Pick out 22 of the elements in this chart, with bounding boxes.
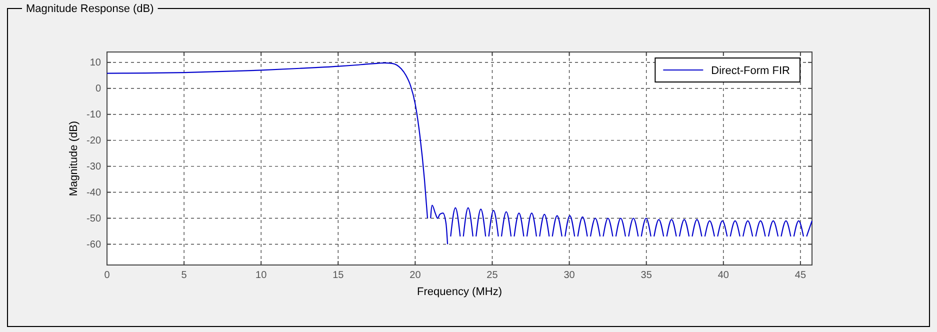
y-axis-title: Magnitude (dB) [68, 120, 80, 196]
x-tick-label: 40 [718, 270, 730, 282]
x-tick-label: 20 [410, 270, 422, 282]
y-tick-label: -50 [86, 213, 102, 224]
x-tick-label: 35 [640, 270, 652, 282]
y-tick-label: -30 [86, 161, 102, 172]
x-tick-label: 0 [104, 270, 110, 282]
x-tick-label: 15 [332, 270, 344, 282]
x-tick-label: 25 [486, 270, 498, 282]
legend-label: Direct-Form FIR [711, 65, 790, 77]
y-tick-label: -40 [86, 187, 102, 198]
x-tick-label: 45 [794, 270, 806, 282]
x-tick-label: 5 [181, 270, 188, 282]
y-tick-label: 10 [90, 58, 102, 69]
y-tick-label: -60 [86, 239, 102, 250]
y-tick-label: 0 [95, 84, 102, 95]
x-tick-label: 10 [256, 270, 268, 282]
y-tick-label: -20 [86, 136, 102, 147]
chart-title: Magnitude Response (dB) [26, 3, 154, 15]
x-axis-title: Frequency (MHz) [417, 286, 502, 298]
x-tick-label: 30 [564, 270, 576, 282]
y-tick-label: -10 [86, 110, 102, 121]
